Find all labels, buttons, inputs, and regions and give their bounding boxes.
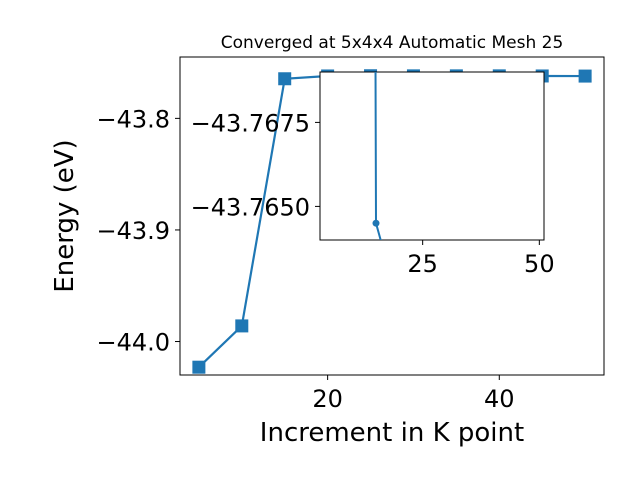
y-tick-label: −43.8 — [96, 105, 170, 133]
inset-data-point — [372, 219, 380, 227]
main-data-point — [278, 72, 292, 86]
inset-y-tick-label: −43.7650 — [191, 193, 310, 221]
inset-x-axis: 25 50 — [407, 240, 555, 278]
inset-series — [372, 72, 382, 240]
y-tick-label: −44.0 — [96, 329, 170, 357]
y-tick-label: −43.9 — [96, 217, 170, 245]
inset-x-tick-label: 25 — [407, 250, 438, 278]
main-data-point — [578, 69, 592, 83]
x-tick-label: 40 — [484, 385, 515, 413]
main-x-axis: 20 40 — [312, 375, 515, 413]
inset-x-tick-label: 50 — [524, 250, 555, 278]
x-tick-label: 20 — [312, 385, 343, 413]
main-data-point — [192, 360, 206, 374]
chart-title: Converged at 5x4x4 Automatic Mesh 25 — [221, 33, 564, 53]
inset-y-tick-label: −43.7675 — [191, 109, 310, 137]
inset-plot-area — [319, 71, 545, 241]
main-data-point — [235, 319, 249, 333]
x-axis-label: Increment in K point — [260, 418, 524, 448]
main-y-axis: −44.0 −43.9 −43.8 — [96, 105, 180, 357]
y-axis-label: Energy (eV) — [50, 139, 80, 292]
inset-y-axis: −43.7675 −43.7650 — [191, 109, 320, 221]
